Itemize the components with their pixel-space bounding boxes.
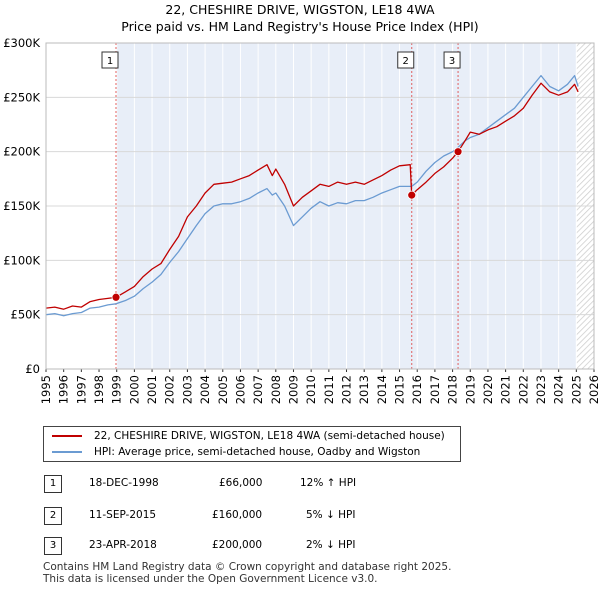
x-tick-label: 2014 [375, 375, 389, 404]
footer-licence: This data is licensed under the Open Gov… [43, 573, 378, 585]
y-tick-label: £50K [11, 308, 41, 322]
x-tick-label: 2005 [216, 375, 230, 404]
sale-hpi-diff: 12% ↑ HPI [300, 477, 357, 489]
sale-hpi-diff: 2% ↓ HPI [306, 539, 356, 551]
x-tick-label: 1996 [57, 375, 71, 404]
sale-point [111, 292, 121, 302]
sale-label: 2 [403, 56, 409, 67]
x-tick-label: 2012 [340, 375, 354, 404]
y-tick-label: £300K [3, 36, 40, 50]
plot-border [45, 42, 595, 370]
sale-badge: 3 [44, 537, 62, 555]
x-tick-label: 2022 [516, 375, 530, 404]
sale-date: 18-DEC-1998 [89, 477, 159, 489]
sale-price: £200,000 [212, 539, 263, 551]
sale-price: £66,000 [219, 477, 263, 489]
y-tick-label: £100K [3, 253, 40, 267]
footer-copyright: Contains HM Land Registry data © Crown c… [43, 561, 452, 573]
y-tick-label: £200K [3, 145, 40, 159]
x-tick-label: 2007 [251, 375, 265, 404]
x-tick-label: 2009 [286, 375, 300, 404]
sale-point [453, 147, 463, 157]
x-tick-label: 2010 [304, 375, 318, 404]
x-tick-label: 2026 [587, 375, 600, 404]
legend-hpi-swatch [52, 451, 82, 453]
x-tick-label: 2020 [481, 375, 495, 404]
x-tick-label: 2011 [322, 375, 336, 404]
x-tick-label: 1995 [39, 375, 53, 404]
legend-item-price: 22, CHESHIRE DRIVE, WIGSTON, LE18 4WA (s… [52, 429, 445, 443]
sale-label: 1 [107, 56, 113, 67]
sale-label-box [443, 51, 461, 69]
x-tick-label: 2001 [145, 375, 159, 404]
hpi-series-line [45, 74, 579, 317]
table-row: 3 23-APR-2018 £200,000 2% ↓ HPI [44, 537, 444, 557]
price-series-line [45, 82, 579, 310]
x-tick-label: 1997 [74, 375, 88, 404]
x-tick-label: 2021 [499, 375, 513, 404]
x-tick-label: 2017 [428, 375, 442, 404]
x-tick-label: 2003 [180, 375, 194, 404]
y-tick-label: £250K [3, 90, 40, 104]
x-tick-label: 2025 [569, 375, 583, 404]
sale-date: 11-SEP-2015 [89, 509, 157, 521]
chart-legend: 22, CHESHIRE DRIVE, WIGSTON, LE18 4WA (s… [43, 426, 461, 462]
sale-label: 3 [449, 56, 455, 67]
x-tick-label: 2002 [163, 375, 177, 404]
legend-hpi-label: HPI: Average price, semi-detached house,… [94, 446, 421, 458]
legend-price-label: 22, CHESHIRE DRIVE, WIGSTON, LE18 4WA (s… [94, 430, 445, 442]
x-tick-label: 2013 [357, 375, 371, 404]
x-tick-label: 2004 [198, 375, 212, 404]
x-tick-label: 1999 [110, 375, 124, 404]
x-tick-label: 2015 [393, 375, 407, 404]
table-row: 2 11-SEP-2015 £160,000 5% ↓ HPI [44, 507, 444, 527]
x-tick-label: 2023 [534, 375, 548, 404]
sale-date: 23-APR-2018 [89, 539, 157, 551]
x-tick-label: 2008 [269, 375, 283, 404]
sale-point [407, 190, 417, 200]
legend-price-swatch [52, 435, 82, 437]
sale-hpi-diff: 5% ↓ HPI [306, 509, 356, 521]
x-tick-label: 2006 [233, 375, 247, 404]
x-tick-label: 2018 [446, 375, 460, 404]
sale-badge: 1 [44, 475, 62, 493]
table-row: 1 18-DEC-1998 £66,000 12% ↑ HPI [44, 475, 444, 495]
y-tick-label: £0 [25, 362, 40, 376]
y-tick-label: £150K [3, 199, 40, 213]
chart-subtitle: Price paid vs. HM Land Registry's House … [121, 19, 479, 34]
sale-label-box [397, 51, 415, 69]
legend-item-hpi: HPI: Average price, semi-detached house,… [52, 445, 420, 459]
sale-price: £160,000 [212, 509, 263, 521]
chart-title: 22, CHESHIRE DRIVE, WIGSTON, LE18 4WA [165, 2, 435, 17]
sale-label-box [101, 51, 119, 69]
x-tick-label: 2024 [552, 375, 566, 404]
sale-badge: 2 [44, 507, 62, 525]
x-tick-label: 1998 [92, 375, 106, 404]
x-tick-label: 2016 [410, 375, 424, 404]
x-tick-label: 2000 [127, 375, 141, 404]
x-tick-label: 2019 [463, 375, 477, 404]
